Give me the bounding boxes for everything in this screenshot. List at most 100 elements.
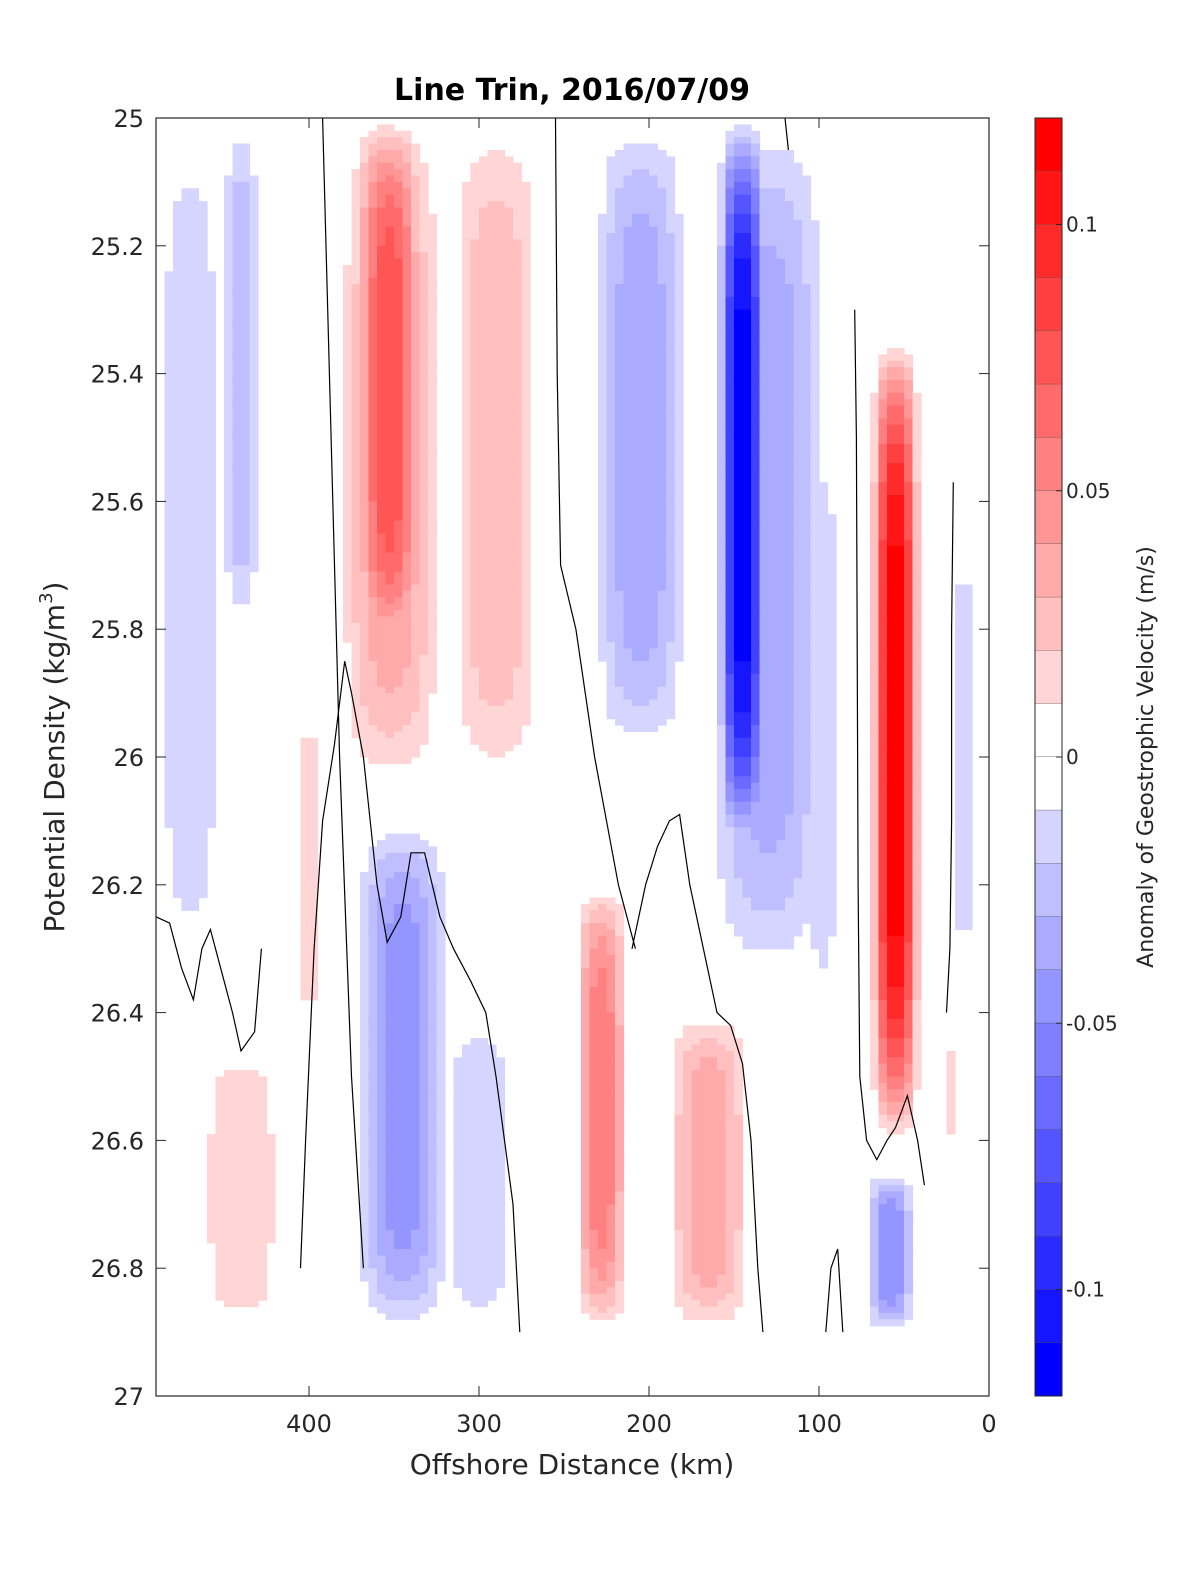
field-cell: [674, 399, 684, 407]
field-cell: [411, 188, 421, 196]
field-cell: [768, 386, 778, 394]
field-cell: [419, 284, 429, 292]
field-cell: [190, 443, 200, 451]
field-cell: [904, 725, 914, 733]
field-cell: [198, 239, 208, 247]
field-cell: [666, 578, 676, 586]
field-cell: [734, 252, 744, 260]
field-cell: [751, 418, 761, 426]
field-cell: [768, 597, 778, 605]
field-cell: [598, 233, 608, 241]
field-cell: [385, 686, 395, 694]
field-cell: [895, 705, 905, 713]
field-cell: [198, 284, 208, 292]
field-cell: [734, 648, 744, 656]
field-cell: [734, 539, 744, 547]
field-cell: [640, 341, 650, 349]
field-cell: [207, 316, 217, 324]
field-cell: [776, 169, 786, 177]
field-cell: [870, 443, 880, 451]
field-cell: [785, 482, 795, 490]
field-cell: [793, 354, 803, 362]
field-cell: [181, 360, 191, 368]
field-cell: [717, 264, 727, 272]
field-cell: [649, 277, 659, 285]
field-cell: [513, 328, 523, 336]
field-cell: [717, 303, 727, 311]
field-cell: [717, 201, 727, 209]
field-cell: [343, 367, 353, 375]
field-cell: [487, 226, 497, 234]
field-cell: [598, 520, 608, 528]
field-cell: [717, 431, 727, 439]
field-cell: [377, 673, 387, 681]
field-cell: [377, 296, 387, 304]
field-cell: [513, 437, 523, 445]
field-cell: [606, 597, 616, 605]
field-cell: [504, 271, 514, 279]
field-cell: [181, 335, 191, 343]
field-cell: [513, 661, 523, 669]
field-cell: [657, 693, 667, 701]
field-cell: [504, 501, 514, 509]
field-cell: [895, 354, 905, 362]
field-cell: [887, 673, 897, 681]
field-cell: [496, 226, 506, 234]
field-cell: [895, 373, 905, 381]
field-cell: [751, 271, 761, 279]
field-cell: [487, 616, 497, 624]
field-cell: [674, 526, 684, 534]
field-cell: [164, 565, 174, 573]
field-cell: [819, 693, 829, 701]
field-cell: [776, 328, 786, 336]
field-cell: [513, 718, 523, 726]
field-cell: [751, 463, 761, 471]
field-cell: [402, 610, 412, 618]
field-cell: [198, 264, 208, 272]
field-cell: [717, 482, 727, 490]
field-cell: [810, 405, 820, 413]
field-cell: [164, 501, 174, 509]
field-cell: [878, 565, 888, 573]
field-cell: [734, 750, 744, 758]
field-cell: [785, 239, 795, 247]
field-cell: [640, 258, 650, 266]
field-cell: [198, 546, 208, 554]
field-cell: [470, 718, 480, 726]
field-cell: [895, 673, 905, 681]
field-cell: [768, 463, 778, 471]
field-cell: [802, 456, 812, 464]
field-cell: [742, 379, 752, 387]
field-cell: [717, 488, 727, 496]
field-cell: [377, 233, 387, 241]
field-cell: [513, 245, 523, 253]
field-cell: [623, 335, 633, 343]
field-cell: [615, 603, 625, 611]
field-cell: [198, 252, 208, 260]
field-cell: [470, 693, 480, 701]
field-cell: [513, 641, 523, 649]
field-cell: [904, 578, 914, 586]
field-cell: [224, 379, 234, 387]
field-cell: [190, 469, 200, 477]
field-cell: [360, 373, 370, 381]
field-cell: [810, 705, 820, 713]
field-cell: [181, 239, 191, 247]
field-cell: [428, 686, 438, 694]
field-cell: [521, 686, 531, 694]
field-cell: [394, 565, 404, 573]
field-cell: [419, 590, 429, 598]
field-cell: [402, 578, 412, 586]
field-cell: [776, 424, 786, 432]
field-cell: [496, 405, 506, 413]
field-cell: [368, 130, 378, 138]
field-cell: [615, 616, 625, 624]
field-cell: [300, 750, 310, 758]
field-cell: [785, 207, 795, 215]
field-cell: [649, 648, 659, 656]
field-cell: [411, 654, 421, 662]
field-cell: [207, 469, 217, 477]
field-cell: [895, 399, 905, 407]
field-cell: [368, 296, 378, 304]
